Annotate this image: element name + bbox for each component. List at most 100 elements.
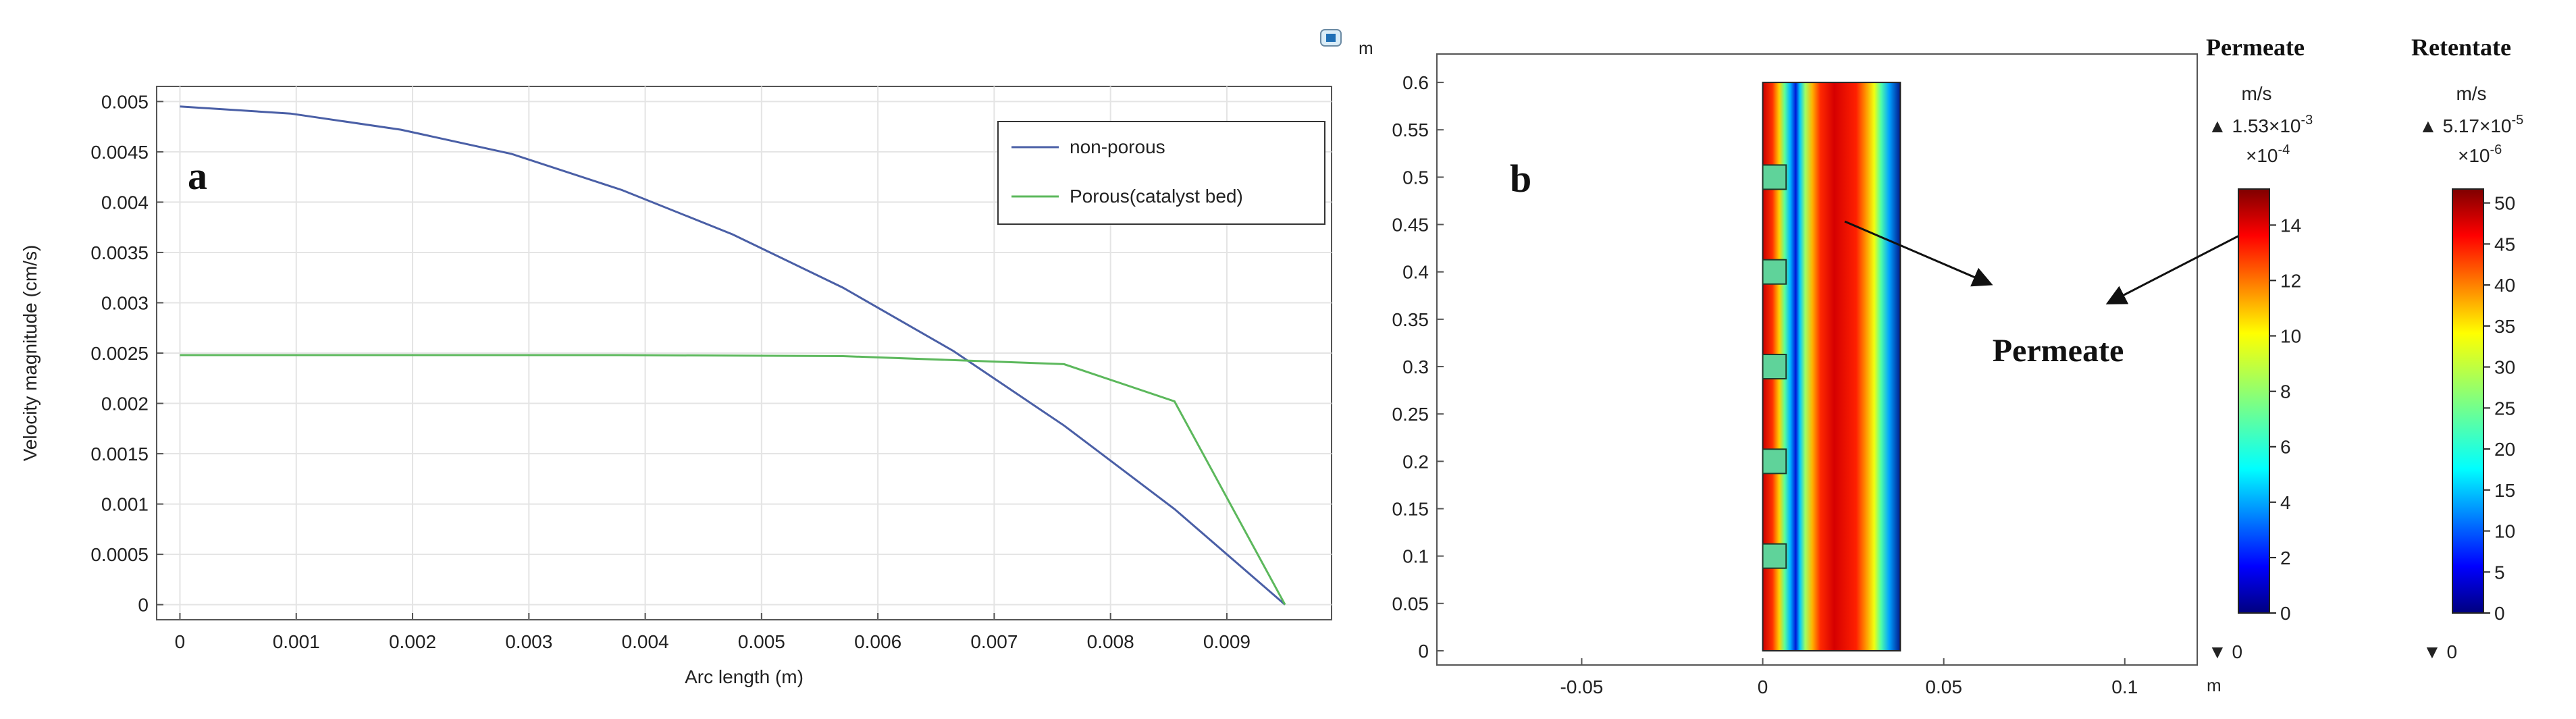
- colorbar-tick-label: 4: [2280, 492, 2291, 513]
- a-x-tick-label: 0: [175, 631, 186, 652]
- colorbar-permeate-min: ▼ 0: [2208, 641, 2242, 662]
- catalyst-block: [1762, 354, 1787, 380]
- a-y-tick-label: 0.001: [101, 494, 149, 515]
- legend-box: [997, 121, 1325, 225]
- series-line-porous: [180, 354, 1286, 606]
- annotation-label: Permeate: [1993, 333, 2124, 369]
- panel-b-heatmap: m -0.05 0 0.05 0.1 0 0.05 0.1 0.15 0.2 0.25 0.3 0.…: [1320, 29, 2523, 697]
- colorbar-tick-label: 25: [2494, 398, 2515, 419]
- b-y-tick-label: 0.55: [1392, 119, 1429, 140]
- axis-toggle-icon[interactable]: [1320, 29, 1342, 47]
- colorbar-retentate-title: Retentate: [2411, 34, 2511, 61]
- permeate-annotation: Permeate: [1844, 220, 2244, 369]
- a-x-tick-label: 0.004: [622, 631, 669, 652]
- a-x-tick-label: 0.006: [854, 631, 901, 652]
- panel-a-label: a: [188, 154, 207, 198]
- colorbar-tick-label: 30: [2494, 357, 2515, 378]
- b-x-tick-label: -0.05: [1560, 676, 1604, 697]
- colorbar-retentate-min: ▼ 0: [2423, 641, 2457, 662]
- a-y-tick-label: 0.002: [101, 394, 149, 415]
- colorbar-tick-label: 5: [2494, 562, 2505, 583]
- panel-b-label: b: [1510, 157, 1531, 201]
- colorbar-retentate-max: ▲ 5.17×10-5: [2419, 113, 2523, 136]
- a-y-tick-label: 0.004: [101, 192, 149, 213]
- a-y-tick-label: 0: [138, 595, 149, 616]
- panel-a-x-ticks: 0 0.001 0.002 0.003 0.004 0.005 0.006 0.007 0.00…: [175, 613, 1251, 652]
- colorbar-tick-label: 0: [2494, 603, 2505, 624]
- colorbar-permeate-scale: ×10-4: [2246, 142, 2290, 166]
- a-x-tick-label: 0.005: [738, 631, 785, 652]
- colorbar-tick-label: 14: [2280, 215, 2301, 236]
- panel-b-unit-label-top: m: [1359, 38, 1373, 58]
- colorbar-tick-label: 50: [2494, 193, 2515, 214]
- colorbar-permeate-unit: m/s: [2241, 83, 2271, 104]
- b-y-tick-label: 0.35: [1392, 309, 1429, 330]
- b-y-tick-label: 0.3: [1402, 356, 1429, 377]
- legend-label-non-porous: non-porous: [1070, 136, 1165, 157]
- colorbar-tick-label: 20: [2494, 439, 2515, 460]
- colorbar-permeate-ticks: 0 2 4 6 8 10 12 14: [2269, 215, 2301, 624]
- annotation-arrow-left: [1844, 220, 1993, 287]
- a-x-tick-label: 0.009: [1203, 631, 1251, 652]
- catalyst-block: [1762, 448, 1787, 475]
- panel-b-unit-label-bottom: m: [2207, 675, 2222, 695]
- colorbar-retentate: Retentate m/s ▲ 5.17×10-5 ×10-6 0 5 10 15 20…: [2411, 34, 2523, 662]
- colorbar-tick-label: 40: [2494, 275, 2515, 296]
- colorbar-retentate-gradient: [2452, 188, 2484, 614]
- colorbar-permeate: Permeate m/s ▲ 1.53×10-3 ×10-4 0 2 4 6 8 10 12…: [2206, 34, 2313, 662]
- annotation-arrow-right: [2105, 232, 2244, 304]
- b-x-tick-label: 0: [1758, 676, 1768, 697]
- b-y-tick-label: 0.05: [1392, 593, 1429, 614]
- colorbar-tick-label: 10: [2494, 521, 2515, 542]
- b-y-tick-label: 0.1: [1402, 546, 1429, 567]
- a-y-tick-label: 0.0015: [90, 444, 149, 464]
- colorbar-tick-label: 45: [2494, 234, 2515, 255]
- a-x-tick-label: 0.002: [389, 631, 436, 652]
- panel-a-y-ticks: 0 0.0005 0.001 0.0015 0.002 0.0025 0.003 0.0035…: [90, 91, 163, 616]
- colorbar-tick-label: 0: [2280, 603, 2291, 624]
- colorbar-tick-label: 35: [2494, 316, 2515, 337]
- legend-label-porous: Porous(catalyst bed): [1070, 186, 1243, 207]
- colorbar-tick-label: 12: [2280, 270, 2301, 291]
- colorbar-permeate-gradient: [2238, 188, 2270, 614]
- b-y-tick-label: 0: [1418, 641, 1429, 662]
- catalyst-block: [1762, 164, 1787, 190]
- b-y-tick-label: 0.15: [1392, 498, 1429, 519]
- colorbar-tick-label: 8: [2280, 381, 2291, 402]
- colorbar-permeate-title: Permeate: [2206, 34, 2305, 61]
- b-x-tick-label: 0.05: [1925, 676, 1962, 697]
- panel-a-y-axis-label: Velocity magnitude (cm/s): [20, 245, 41, 462]
- a-x-tick-label: 0.001: [273, 631, 320, 652]
- colorbar-retentate-scale: ×10-6: [2458, 142, 2502, 166]
- colorbar-tick-label: 10: [2280, 326, 2301, 347]
- series-line-non-porous: [180, 105, 1286, 606]
- a-y-tick-label: 0.0035: [90, 242, 149, 263]
- colorbar-tick-label: 6: [2280, 437, 2291, 458]
- a-y-tick-label: 0.0045: [90, 142, 149, 163]
- colorbar-retentate-unit: m/s: [2456, 83, 2486, 104]
- b-y-tick-label: 0.2: [1402, 451, 1429, 472]
- panel-a-line-chart: 0 0.001 0.002 0.003 0.004 0.005 0.006 0.007 0.00…: [20, 86, 1332, 687]
- b-x-tick-label: 0.1: [2111, 676, 2138, 697]
- a-y-tick-label: 0.0025: [90, 343, 149, 364]
- colorbar-retentate-ticks: 0 5 10 15 20 25 30 35 40 45 50: [2483, 193, 2515, 624]
- b-y-tick-label: 0.6: [1402, 72, 1429, 93]
- a-x-tick-label: 0.007: [970, 631, 1018, 652]
- catalyst-block: [1762, 259, 1787, 285]
- panel-b-y-ticks: 0 0.05 0.1 0.15 0.2 0.25 0.3 0.35 0.4 0.45 0.5 0.55…: [1392, 72, 1444, 662]
- colorbar-tick-label: 2: [2280, 548, 2291, 568]
- b-y-tick-label: 0.45: [1392, 215, 1429, 236]
- a-x-tick-label: 0.003: [505, 631, 552, 652]
- panel-a-legend: non-porous Porous(catalyst bed): [997, 121, 1325, 225]
- a-x-tick-label: 0.008: [1087, 631, 1134, 652]
- panel-a-x-axis-label: Arc length (m): [685, 666, 804, 687]
- b-y-tick-label: 0.4: [1402, 262, 1429, 283]
- catalyst-block: [1762, 543, 1787, 569]
- a-y-tick-label: 0.0005: [90, 544, 149, 565]
- a-y-tick-label: 0.003: [101, 292, 149, 313]
- b-y-tick-label: 0.25: [1392, 404, 1429, 425]
- colorbar-permeate-max: ▲ 1.53×10-3: [2208, 113, 2313, 136]
- catalyst-blocks: [1762, 164, 1787, 569]
- a-y-tick-label: 0.005: [101, 91, 149, 112]
